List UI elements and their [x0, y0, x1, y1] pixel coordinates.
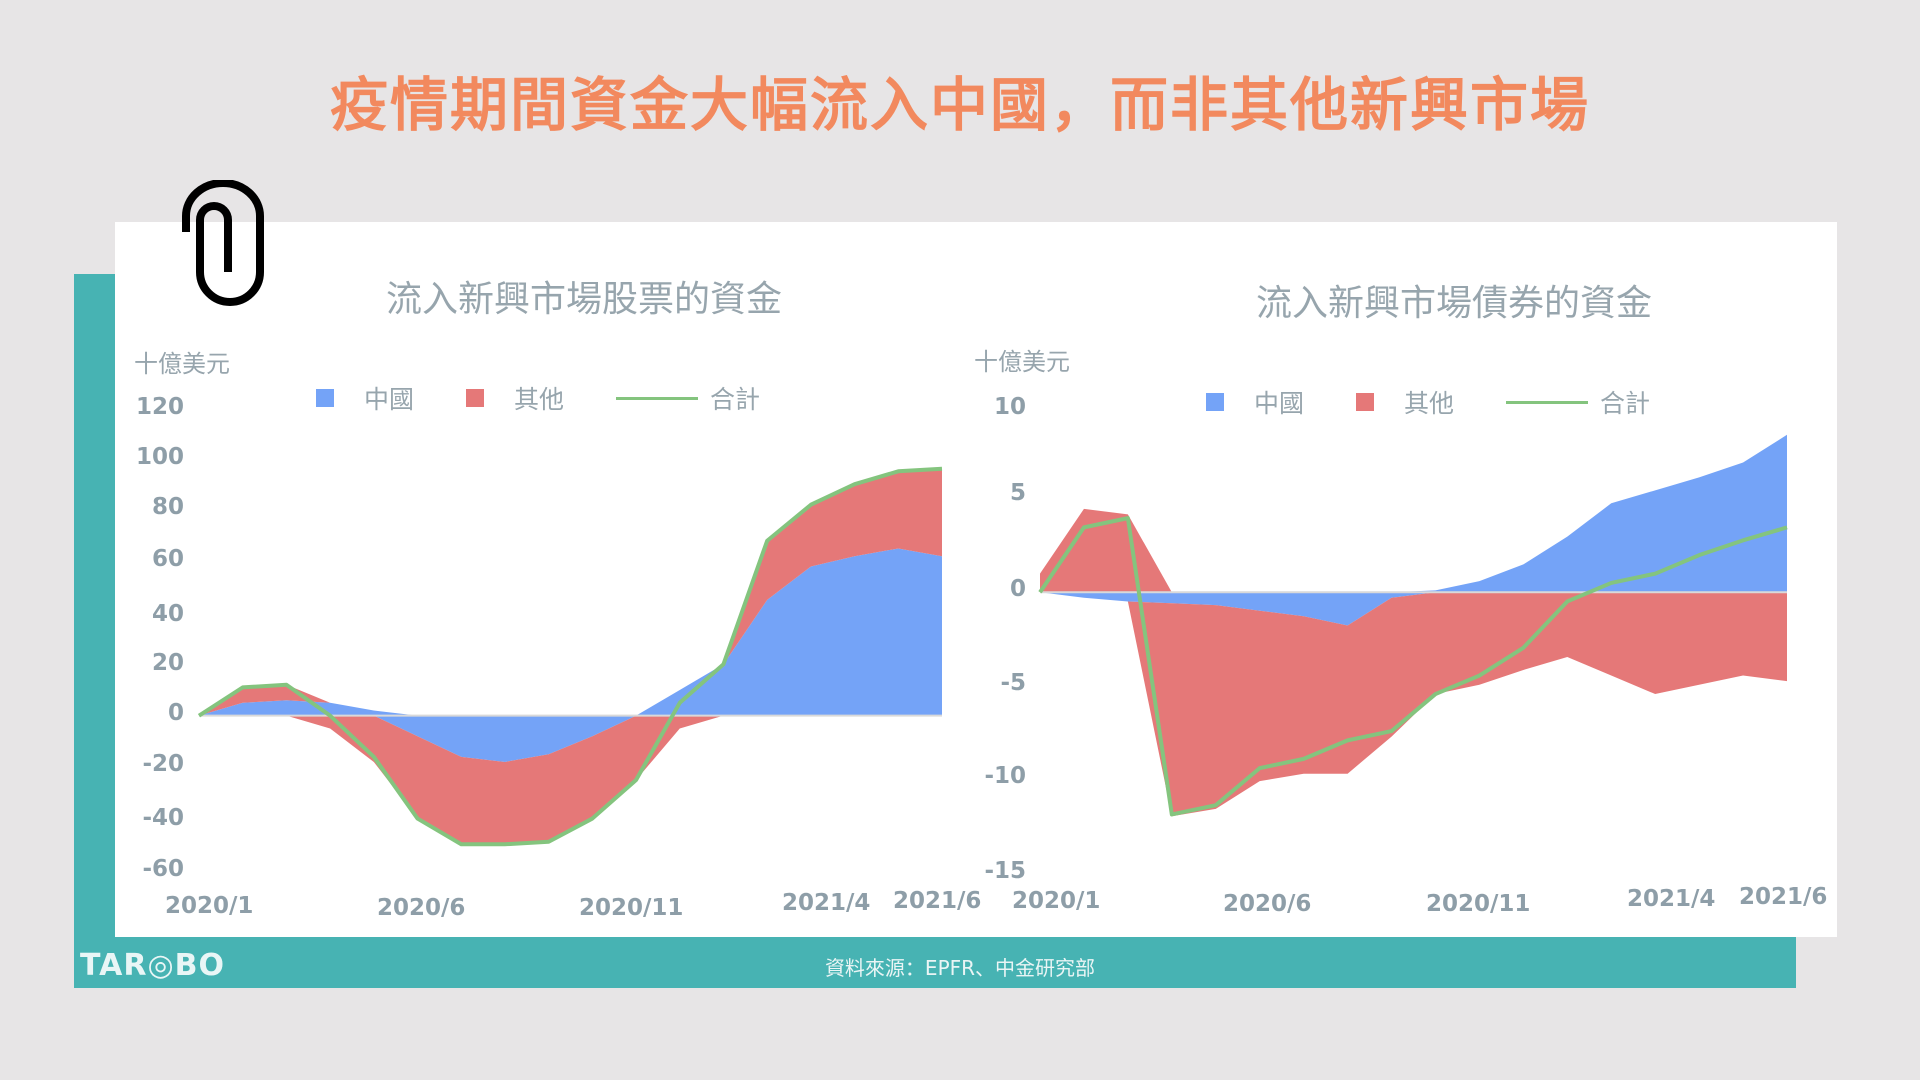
- y-tick: 0: [167, 700, 184, 726]
- legend-others-label: 其他: [514, 385, 565, 414]
- x-tick: 2020/11: [579, 895, 684, 921]
- equity-unit-label: 十億美元: [134, 350, 230, 378]
- y-tick: 60: [151, 546, 184, 572]
- x-tick: 2020/11: [1426, 891, 1531, 917]
- bond-area-chart: [1038, 434, 1788, 817]
- y-tick: -60: [142, 856, 184, 882]
- y-tick: 80: [151, 494, 184, 520]
- y-tick: 0: [1009, 576, 1026, 602]
- legend-others-swatch: [466, 389, 485, 407]
- y-tick: 20: [151, 650, 184, 676]
- y-tick: -5: [1000, 670, 1026, 696]
- bond-unit-label: 十億美元: [974, 348, 1070, 376]
- y-tick: 120: [135, 394, 184, 420]
- legend-total-label: 合計: [1600, 389, 1651, 418]
- legend-others-label: 其他: [1404, 389, 1455, 418]
- y-tick: -40: [142, 805, 184, 831]
- legend-total-label: 合計: [710, 385, 761, 414]
- y-tick: 10: [993, 394, 1026, 420]
- y-tick: 100: [135, 444, 184, 470]
- legend-total-line: [1506, 400, 1589, 404]
- legend-others-swatch: [1356, 393, 1375, 411]
- legend-china-label: 中國: [364, 385, 415, 414]
- y-tick: 5: [1009, 480, 1026, 506]
- x-tick: 2021/4: [1627, 886, 1716, 912]
- legend-china-label: 中國: [1254, 389, 1305, 418]
- page-headline: 疫情期間資金大幅流入中國，而非其他新興市場: [329, 71, 1590, 139]
- legend-china-swatch: [1206, 393, 1224, 411]
- tarobo-logo: TAR◎BO: [80, 948, 225, 983]
- y-tick: -15: [984, 858, 1026, 884]
- x-tick: 2021/6: [1739, 884, 1828, 910]
- x-tick: 2020/1: [165, 893, 254, 919]
- bond-legend: 中國 其他 合計: [1206, 384, 1650, 420]
- y-tick: -20: [142, 751, 184, 777]
- x-tick: 2021/6: [893, 888, 982, 914]
- legend-total-line: [616, 396, 699, 400]
- legend-china-swatch: [316, 389, 334, 407]
- x-tick: 2020/6: [377, 895, 466, 921]
- y-tick: 40: [151, 601, 184, 627]
- equity-chart-title: 流入新興市場股票的資金: [386, 279, 783, 320]
- x-tick: 2021/4: [782, 890, 871, 916]
- equity-area-chart: [197, 466, 943, 847]
- x-tick: 2020/1: [1012, 888, 1101, 914]
- x-tick: 2020/6: [1223, 891, 1312, 917]
- y-tick: -10: [984, 763, 1026, 789]
- paperclip-icon: [182, 180, 264, 306]
- bond-chart-title: 流入新興市場債券的資金: [1256, 283, 1653, 324]
- equity-legend: 中國 其他 合計: [316, 380, 760, 416]
- data-source-note: 資料來源：EPFR、中金研究部: [824, 956, 1096, 980]
